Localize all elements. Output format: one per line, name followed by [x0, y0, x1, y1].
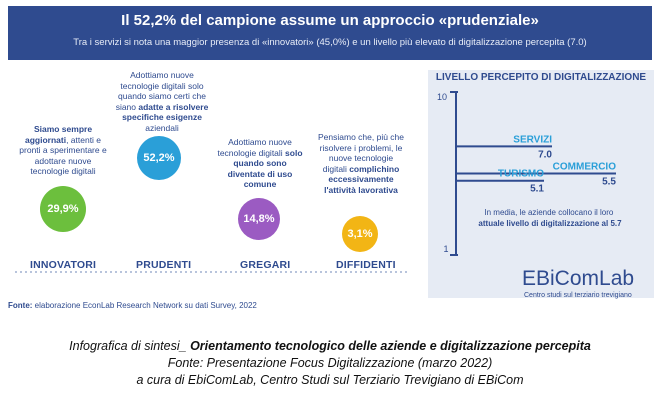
segment-description-diffidenti: Pensiamo che, più che risolvere i proble…: [318, 132, 404, 195]
banner-title: Il 52,2% del campione assume un approcci…: [121, 12, 539, 29]
segment-circle-diffidenti: 3,1%: [342, 216, 378, 252]
caption-line-2: Fonte: Presentazione Focus Digitalizzazi…: [167, 356, 493, 370]
level-value-turismo: 5.1: [530, 184, 544, 195]
segment-description-gregari: Adottiamo nuove tecnologie digitali solo…: [217, 137, 303, 189]
segment-description-innovatori: Siamo sempre aggiornati, attenti e pront…: [19, 124, 107, 176]
segment-value: 14,8%: [243, 213, 275, 225]
logo-mark: EBiComLab Centro studi sul terziario tre…: [522, 267, 634, 299]
segment-value: 52,2%: [143, 152, 175, 164]
dotted-divider: [15, 271, 410, 273]
segment-circle-gregari: 14,8%: [238, 198, 280, 240]
header-banner: Il 52,2% del campione assume un approcci…: [8, 6, 652, 60]
segment-label-innovatori: INNOVATORI: [30, 259, 97, 271]
digitalization-chart: LIVELLO PERCEPITO DI DIGITALIZZAZIONE 10…: [436, 72, 647, 256]
segment-label-diffidenti: DIFFIDENTI: [336, 259, 396, 271]
caption-line-1: Infografica di sintesi_ Orientamento tec…: [69, 339, 591, 353]
banner-subtitle: Tra i servizi si nota una maggior presen…: [73, 37, 587, 48]
tick-label-top: 10: [437, 92, 447, 102]
ebicomlab-logo: EBiComLab Centro studi sul terziario tre…: [520, 263, 655, 306]
logo-tagline: Centro studi sul terziario trevigiano: [524, 292, 632, 299]
segment-value: 29,9%: [47, 203, 79, 215]
segment-label-prudenti: PRUDENTI: [136, 259, 192, 271]
caption-line-3: a cura di EbiComLab, Centro Studi sul Te…: [136, 373, 524, 387]
level-value-commercio: 5.5: [602, 177, 616, 188]
segment-circle-innovatori: 29,9%: [40, 186, 86, 232]
segment-label-gregari: GREGARI: [240, 259, 291, 271]
chart-annotation: In media, le aziende collocano il loro a…: [478, 208, 622, 228]
source-note: Fonte: elaborazione EconLab Research Net…: [8, 301, 257, 310]
chart-title: LIVELLO PERCEPITO DI DIGITALIZZAZIONE: [436, 72, 647, 83]
tick-label-bottom: 1: [443, 244, 448, 254]
digitalization-panel: LIVELLO PERCEPITO DI DIGITALIZZAZIONE 10…: [428, 70, 654, 298]
infographic-card: Il 52,2% del campione assume un approcci…: [8, 6, 655, 310]
segment-circle-prudenti: 52,2%: [137, 136, 181, 180]
segment-description-prudenti: Adottiamo nuove tecnologie digitali solo…: [115, 70, 209, 133]
level-category-turismo: TURISMO: [498, 169, 544, 180]
level-category-servizi: SERVIZI: [513, 134, 552, 145]
level-category-commercio: COMMERCIO: [553, 162, 617, 173]
level-value-servizi: 7.0: [538, 149, 552, 160]
segment-value: 3,1%: [347, 228, 373, 240]
logo-name: EBiComLab: [522, 267, 634, 290]
